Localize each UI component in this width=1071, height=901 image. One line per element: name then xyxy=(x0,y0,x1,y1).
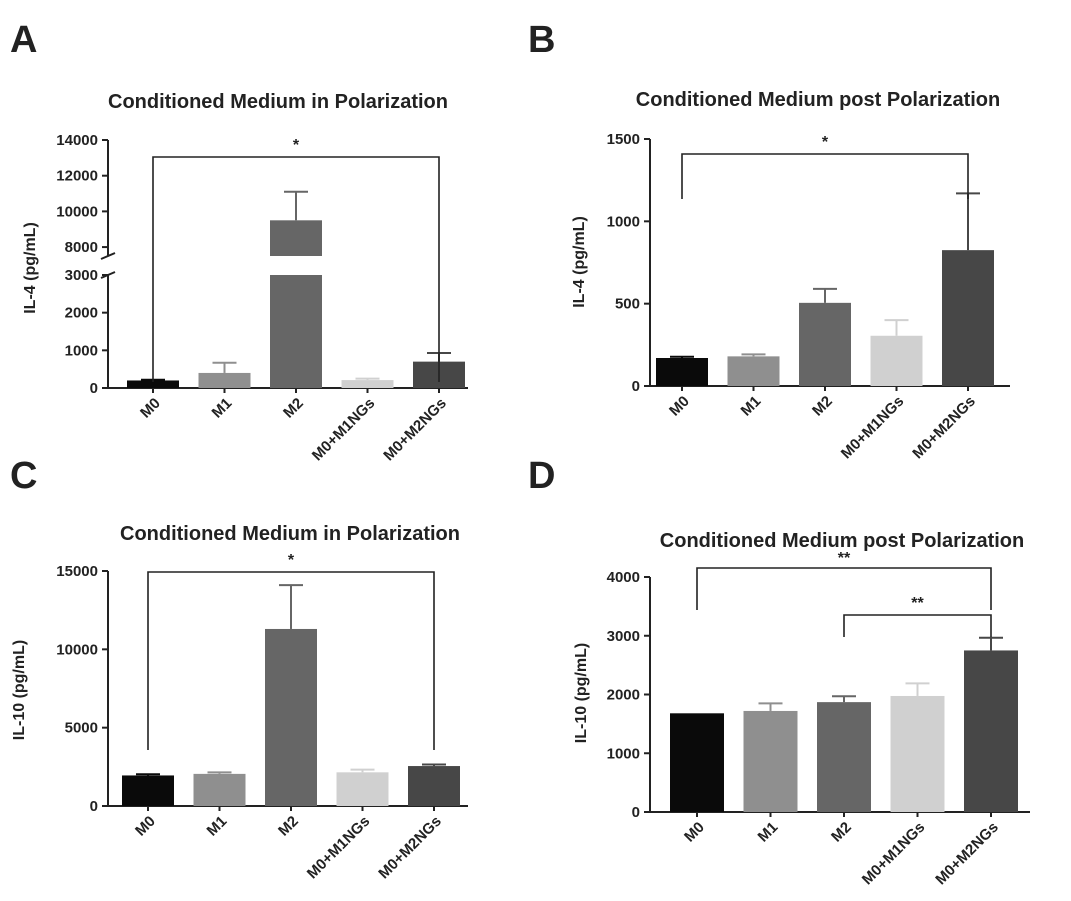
axis-break-mark xyxy=(100,252,116,260)
x-tick-label: M0 xyxy=(666,393,693,420)
chart-title: Conditioned Medium post Polarization xyxy=(660,530,1024,552)
significance-label: * xyxy=(822,134,829,151)
y-tick-label: 14000 xyxy=(56,132,98,149)
x-tick-label: M0+M1NGs xyxy=(838,393,907,462)
bar xyxy=(270,220,322,388)
y-tick-label: 0 xyxy=(90,380,98,397)
y-axis-label: IL-10 (pg/mL) xyxy=(11,640,28,740)
chart-title: Conditioned Medium in Polarization xyxy=(120,523,460,545)
bar xyxy=(727,356,780,386)
x-tick-label: M2 xyxy=(809,393,836,420)
panel-letter-c: C xyxy=(10,455,37,497)
bar xyxy=(964,650,1018,812)
x-tick-label: M0+M1NGs xyxy=(304,813,373,882)
y-tick-label: 0 xyxy=(632,378,640,395)
x-tick-label: M0+M1NGs xyxy=(309,395,378,464)
x-tick-label: M2 xyxy=(280,395,307,422)
x-tick-label: M0+M2NGs xyxy=(932,819,1001,888)
x-tick-label: M1 xyxy=(738,393,765,420)
bar xyxy=(670,713,724,812)
x-tick-label: M0 xyxy=(132,813,159,840)
bar xyxy=(336,772,389,806)
y-tick-label: 8000 xyxy=(65,239,98,256)
significance-label: ** xyxy=(911,595,924,612)
y-axis-label: IL-4 (pg/mL) xyxy=(22,222,39,314)
y-tick-label: 15000 xyxy=(56,563,98,580)
y-tick-label: 0 xyxy=(90,798,98,815)
panel-letter-b: B xyxy=(528,19,555,61)
y-tick-label: 12000 xyxy=(56,168,98,185)
y-tick-label: 10000 xyxy=(56,203,98,220)
y-axis-label: IL-4 (pg/mL) xyxy=(571,216,588,308)
bar-break-gap xyxy=(269,256,323,275)
panel-a: A Conditioned Medium in Polarization IL-… xyxy=(10,19,468,464)
significance-label: * xyxy=(293,137,300,154)
bar xyxy=(122,775,174,806)
x-tick-label: M0 xyxy=(681,819,708,846)
y-tick-label: 3000 xyxy=(65,267,98,284)
bar xyxy=(193,773,246,806)
significance-bracket xyxy=(147,571,435,750)
significance-bracket xyxy=(696,567,992,610)
x-tick-label: M0+M2NGs xyxy=(380,395,449,464)
y-tick-label: 1500 xyxy=(607,131,640,148)
y-tick-label: 1000 xyxy=(607,213,640,230)
x-tick-label: M0 xyxy=(137,395,164,422)
bar xyxy=(890,695,945,812)
y-tick-label: 2000 xyxy=(65,305,98,322)
bar xyxy=(341,380,394,388)
chart-title: Conditioned Medium in Polarization xyxy=(108,91,448,113)
x-tick-label: M0+M2NGs xyxy=(375,813,444,882)
x-tick-label: M0+M1NGs xyxy=(859,819,928,888)
x-tick-label: M2 xyxy=(275,813,302,840)
y-axis-label: IL-10 (pg/mL) xyxy=(573,643,590,743)
bar xyxy=(817,702,871,812)
panel-letter-d: D xyxy=(528,455,555,497)
y-tick-label: 500 xyxy=(615,296,640,313)
x-tick-label: M2 xyxy=(828,819,855,846)
x-tick-label: M1 xyxy=(755,819,782,846)
y-tick-label: 2000 xyxy=(607,687,640,704)
y-tick-label: 3000 xyxy=(607,628,640,645)
y-tick-label: 10000 xyxy=(56,641,98,658)
panel-d: D Conditioned Medium post Polarization I… xyxy=(528,455,1030,888)
y-tick-label: 4000 xyxy=(607,569,640,586)
bar xyxy=(942,250,994,386)
bar xyxy=(265,628,317,806)
bar xyxy=(408,766,460,806)
bar xyxy=(198,372,251,388)
x-tick-label: M0+M2NGs xyxy=(909,393,978,462)
significance-label: ** xyxy=(838,550,851,567)
significance-label: * xyxy=(288,552,295,569)
panel-letter-a: A xyxy=(10,19,37,61)
bar xyxy=(656,358,708,386)
x-tick-label: M1 xyxy=(209,395,236,422)
panel-b: B Conditioned Medium post Polarization I… xyxy=(528,19,1010,462)
bar xyxy=(743,710,798,812)
panel-c: C Conditioned Medium in Polarization IL-… xyxy=(10,455,468,882)
bar xyxy=(127,380,179,388)
x-tick-label: M1 xyxy=(204,813,231,840)
y-tick-label: 0 xyxy=(632,804,640,821)
bar xyxy=(799,302,851,386)
chart-title: Conditioned Medium post Polarization xyxy=(636,89,1000,111)
y-tick-label: 5000 xyxy=(65,720,98,737)
y-tick-label: 1000 xyxy=(65,342,98,359)
significance-bracket xyxy=(152,156,440,382)
significance-bracket xyxy=(681,153,969,199)
bar xyxy=(870,335,923,386)
y-tick-label: 1000 xyxy=(607,745,640,762)
significance-bracket xyxy=(843,614,992,637)
